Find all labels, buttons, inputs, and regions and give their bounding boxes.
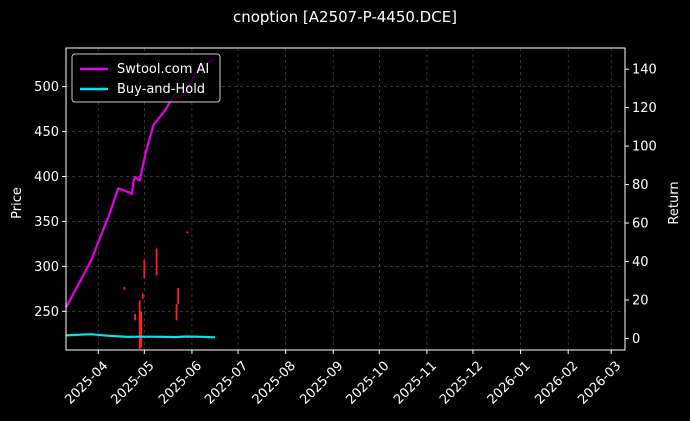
legend-box [71,53,221,103]
x-ticks: 2025-042025-052025-062025-072025-082025-… [62,350,624,408]
y-tick-label: 300 [34,260,59,275]
price-bars [123,231,189,350]
y-tick-label: 450 [34,125,59,140]
y-tick-label: 500 [34,80,59,95]
x-tick-label: 2025-12 [437,359,486,408]
grid [66,48,625,350]
x-tick-label: 2026-03 [575,359,624,408]
y2-tick-label: 0 [632,332,640,347]
x-tick-label: 2025-10 [343,359,392,408]
x-tick-label: 2025-05 [108,359,157,408]
y-ticks: 250 300 350 400 450 500 [34,80,66,320]
x-tick-label: 2025-08 [250,359,299,408]
y-tick-label: 250 [34,305,59,320]
y2-axis-label: Return [667,181,682,224]
x-tick-label: 2025-11 [391,359,440,408]
y2-ticks: 0 20 40 60 80 100 120 140 [625,63,657,347]
legend-label-ai: Swtool.com AI [117,62,209,77]
x-tick-label: 2025-04 [62,359,111,408]
y2-tick-label: 40 [632,255,649,270]
x-tick-label: 2026-01 [485,359,534,408]
legend: Swtool.com AI Buy-and-Hold [71,53,221,103]
y2-tick-label: 100 [632,140,657,155]
y2-tick-label: 120 [632,101,657,116]
x-tick-label: 2026-02 [532,359,581,408]
legend-label-buyhold: Buy-and-Hold [117,82,205,97]
x-tick-label: 2025-06 [156,359,205,408]
series-line-buyhold [65,333,216,339]
y-axis-label: Price [10,187,25,219]
y-tick-label: 400 [34,170,59,185]
y2-tick-label: 20 [632,293,649,308]
y2-tick-label: 140 [632,63,657,78]
x-tick-label: 2025-07 [202,359,251,408]
y2-tick-label: 60 [632,217,649,232]
plot-frame [65,47,626,351]
y-tick-label: 350 [34,215,59,230]
x-tick-label: 2025-09 [297,359,346,408]
y2-tick-label: 80 [632,178,649,193]
chart-title: cnoption [A2507-P-4450.DCE] [233,8,457,26]
